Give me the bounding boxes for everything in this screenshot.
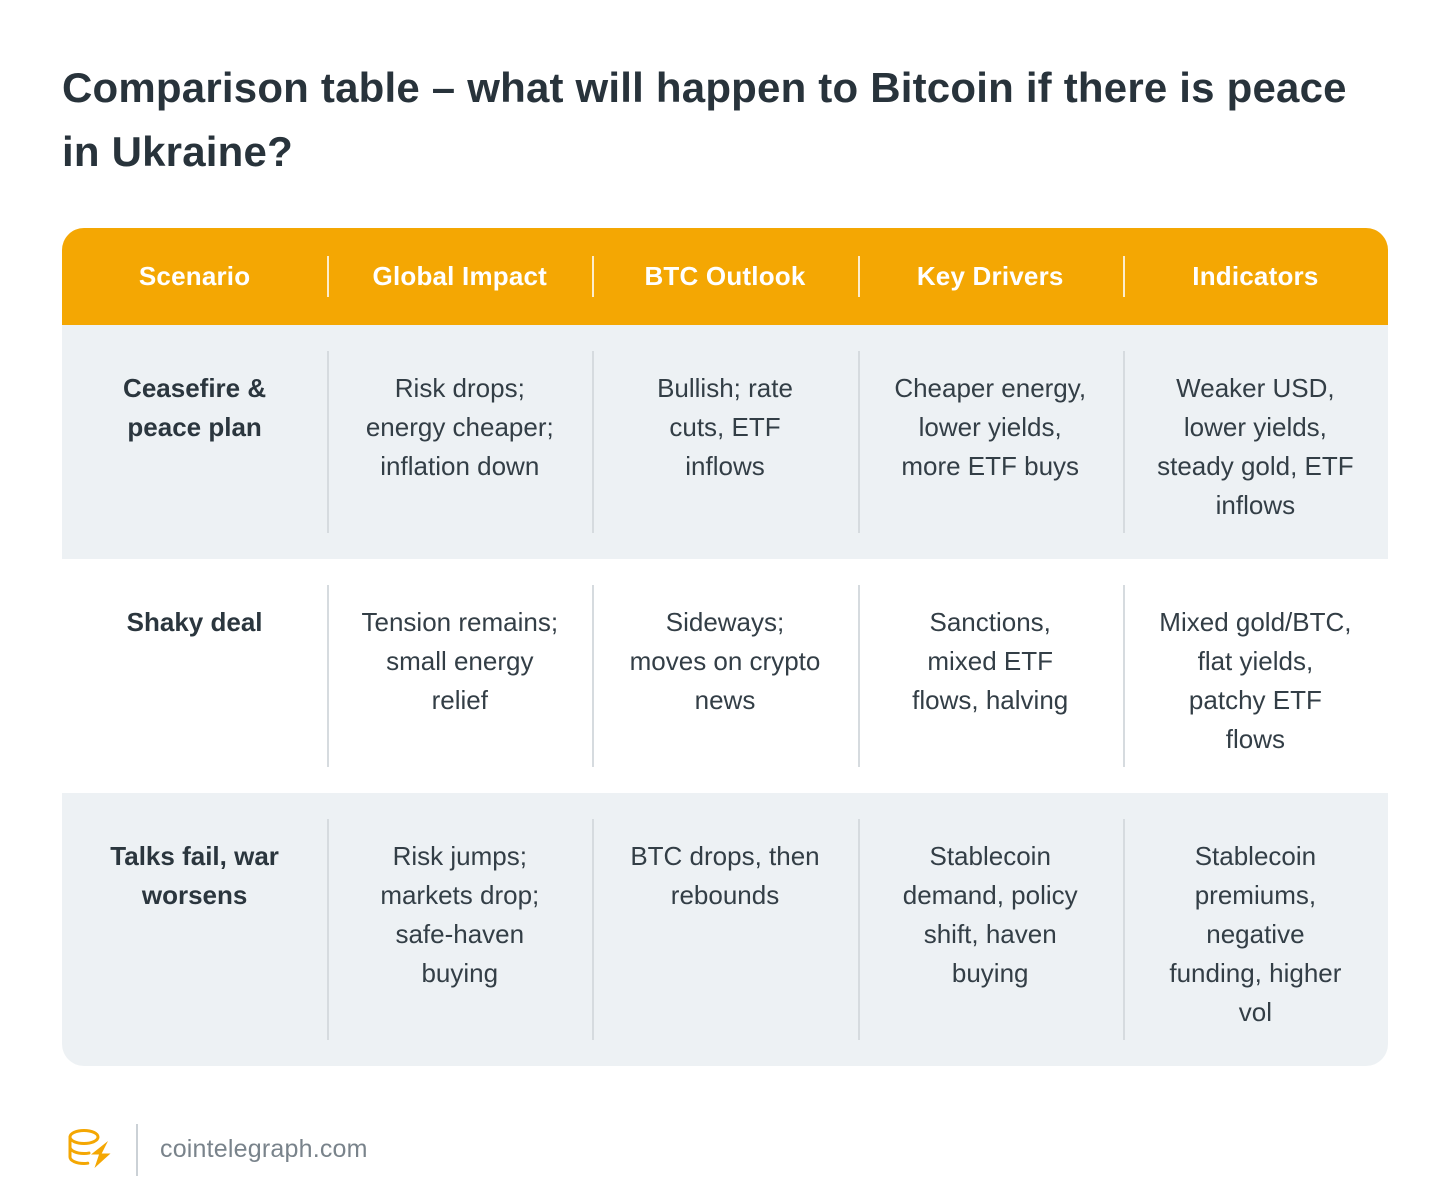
column-header-indicators: Indicators: [1122, 228, 1388, 325]
footer-site-text: cointelegraph.com: [160, 1135, 368, 1164]
column-header-global-impact: Global Impact: [327, 228, 592, 325]
table-cell: Risk drops; energy cheaper; inflation do…: [327, 325, 592, 559]
table-row-talks-fail: Talks fail, war worsens Risk jumps; mark…: [62, 792, 1388, 1066]
cointelegraph-coin-stack-icon: [62, 1124, 114, 1176]
footer-divider: [136, 1123, 138, 1176]
scenario-cell: Shaky deal: [126, 606, 263, 637]
footer: cointelegraph.com: [62, 1123, 1388, 1176]
comparison-table: Scenario Global Impact BTC Outlook Key D…: [62, 227, 1388, 1066]
table-cell: Sideways; moves on crypto news: [592, 559, 857, 793]
table-row-ceasefire: Ceasefire & peace plan Risk drops; energ…: [62, 324, 1388, 559]
table-cell: Mixed gold/BTC, flat yields, patchy ETF …: [1122, 559, 1388, 793]
column-header-scenario: Scenario: [138, 260, 251, 291]
table-cell: Weaker USD, lower yields, steady gold, E…: [1122, 325, 1388, 559]
table-cell: Cheaper energy, lower yields, more ETF b…: [857, 325, 1123, 559]
page-title: Comparison table – what will happen to B…: [62, 64, 1347, 175]
table-cell: Stablecoin premiums, negative funding, h…: [1122, 793, 1388, 1066]
table-cell: Sanctions, mixed ETF flows, halving: [857, 559, 1123, 793]
table-cell: Tension remains; small energy relief: [327, 559, 592, 793]
table-header-row: Scenario Global Impact BTC Outlook Key D…: [62, 227, 1388, 325]
scenario-cell: Talks fail, war worsens: [110, 840, 279, 910]
table-cell: Bullish; rate cuts, ETF inflows: [592, 325, 857, 559]
table-cell: BTC drops, then rebounds: [592, 793, 857, 1066]
scenario-cell: Ceasefire & peace plan: [123, 372, 267, 442]
table-cell: Stablecoin demand, policy shift, haven b…: [857, 793, 1123, 1066]
column-header-key-drivers: Key Drivers: [857, 228, 1123, 325]
table-cell: Risk jumps; markets drop; safe-haven buy…: [327, 793, 592, 1066]
table-row-shaky-deal: Shaky deal Tension remains; small energy…: [62, 558, 1388, 793]
column-header-btc-outlook: BTC Outlook: [592, 228, 857, 325]
